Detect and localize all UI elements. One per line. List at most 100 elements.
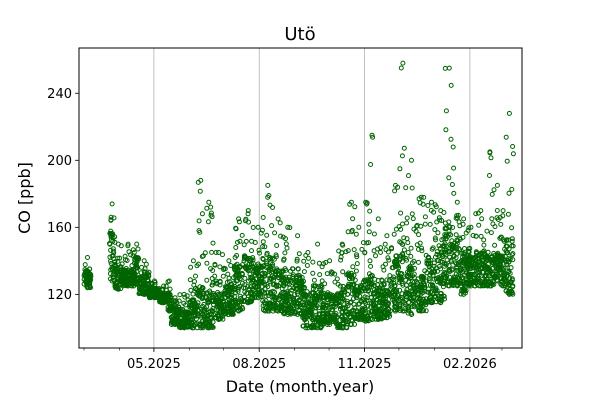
- data-point: [491, 187, 497, 193]
- data-point: [241, 242, 247, 248]
- data-point: [177, 308, 183, 314]
- data-point: [473, 233, 479, 239]
- data-point: [215, 299, 221, 305]
- y-axis-label: CO [ppb]: [15, 162, 34, 234]
- data-point: [418, 291, 424, 297]
- data-point: [356, 301, 362, 307]
- data-point: [329, 270, 335, 276]
- data-point: [385, 249, 391, 255]
- data-point: [418, 308, 424, 314]
- data-point: [392, 283, 398, 289]
- data-point: [492, 224, 498, 230]
- data-point: [484, 253, 490, 259]
- data-point: [424, 270, 430, 276]
- data-point: [181, 291, 187, 297]
- data-point: [454, 241, 460, 247]
- data-point: [142, 271, 147, 277]
- data-point: [256, 281, 262, 287]
- data-point: [328, 304, 334, 310]
- data-point: [405, 291, 411, 297]
- data-point: [476, 252, 482, 258]
- data-point: [405, 240, 411, 246]
- data-point: [369, 281, 375, 287]
- data-point: [274, 243, 280, 248]
- data-point: [339, 325, 345, 331]
- data-point: [386, 257, 392, 263]
- data-point: [375, 246, 380, 252]
- data-point: [264, 232, 270, 238]
- data-point: [190, 258, 196, 264]
- data-point: [85, 285, 90, 291]
- data-point: [503, 238, 509, 244]
- data-point: [271, 277, 276, 283]
- data-point: [284, 289, 290, 295]
- data-point: [450, 144, 456, 150]
- data-point: [190, 291, 196, 297]
- data-point: [221, 303, 227, 308]
- data-point: [266, 268, 272, 274]
- data-point: [111, 215, 117, 221]
- y-tick-label: 160: [47, 221, 72, 236]
- data-point: [406, 173, 411, 179]
- data-point: [466, 283, 472, 289]
- data-point: [435, 230, 441, 236]
- data-point: [439, 294, 445, 300]
- data-point: [290, 266, 296, 272]
- data-point: [115, 286, 121, 292]
- data-point: [217, 293, 222, 299]
- data-point: [134, 241, 140, 247]
- data-point: [193, 273, 198, 279]
- y-tick-label: 200: [47, 154, 72, 169]
- data-point: [320, 303, 326, 309]
- data-point: [198, 177, 204, 183]
- data-point: [448, 82, 454, 88]
- data-point: [449, 182, 455, 187]
- data-point: [352, 321, 358, 327]
- data-point: [345, 291, 351, 297]
- data-point: [404, 220, 410, 226]
- data-point: [442, 241, 448, 247]
- data-point: [161, 283, 167, 289]
- data-point: [142, 266, 148, 272]
- data-point: [205, 219, 211, 225]
- data-point: [272, 289, 278, 295]
- data-point: [110, 272, 116, 278]
- data-point: [397, 239, 403, 245]
- data-point: [109, 201, 115, 207]
- data-point: [443, 127, 449, 133]
- data-point: [466, 225, 472, 231]
- data-point: [414, 222, 420, 228]
- data-point: [374, 297, 380, 303]
- data-point: [273, 254, 279, 260]
- data-point: [431, 276, 437, 282]
- data-point: [446, 228, 452, 234]
- data-point: [354, 252, 359, 258]
- data-point: [354, 261, 360, 267]
- data-point: [168, 314, 174, 320]
- data-point: [270, 261, 275, 267]
- data-point: [204, 277, 210, 283]
- data-point: [320, 305, 326, 311]
- data-point: [476, 222, 482, 228]
- data-point: [107, 241, 112, 246]
- data-point: [161, 300, 167, 306]
- data-point: [489, 191, 495, 197]
- data-point: [427, 221, 433, 227]
- data-point: [484, 228, 490, 234]
- data-point: [409, 267, 415, 272]
- data-point: [404, 215, 410, 221]
- data-point: [403, 255, 409, 261]
- data-point: [350, 216, 356, 222]
- data-point: [460, 221, 466, 227]
- data-point: [187, 277, 193, 283]
- data-point: [438, 208, 444, 214]
- data-point: [379, 277, 385, 283]
- data-point: [479, 265, 485, 271]
- data-point: [423, 308, 429, 314]
- data-point: [212, 262, 218, 268]
- data-point: [385, 301, 391, 307]
- data-point: [501, 256, 506, 262]
- data-point: [465, 228, 471, 233]
- data-point: [367, 258, 373, 264]
- data-point: [385, 255, 391, 261]
